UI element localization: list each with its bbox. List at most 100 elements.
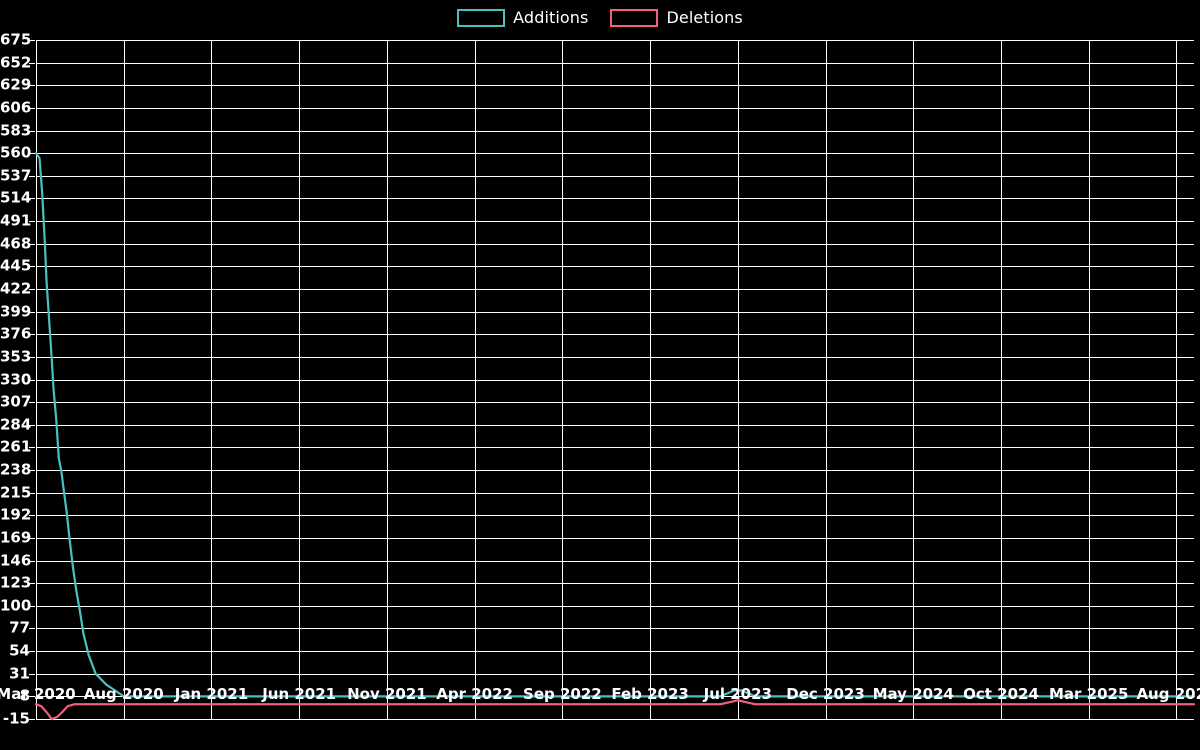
y-axis-tick-label: 560 [0, 143, 32, 162]
y-axis-tick-label: 606 [0, 98, 32, 117]
y-axis-tick-mark [29, 62, 35, 64]
y-axis-tick-label: 468 [0, 234, 32, 253]
y-axis-tick-mark [29, 243, 35, 245]
x-axis-tick-mark [913, 679, 915, 685]
y-axis-tick-mark [29, 537, 35, 539]
y-axis-tick-mark [29, 40, 35, 41]
x-axis-tick-label: Jan 2021 [174, 685, 249, 703]
y-axis-tick-mark [29, 311, 35, 313]
chart-legend: Additions Deletions [0, 0, 1200, 36]
y-axis-tick-label: 31 [9, 664, 30, 683]
x-axis-tick-label: Jul 2023 [703, 685, 772, 703]
x-axis-tick-label: Jun 2021 [262, 685, 337, 703]
y-axis-tick-mark [29, 288, 35, 290]
y-axis-tick-label: 123 [0, 573, 32, 592]
y-axis-tick-mark [29, 175, 35, 177]
y-axis-tick-label: 169 [0, 528, 32, 547]
plot-area [34, 39, 1196, 721]
legend-label-additions: Additions [513, 8, 589, 27]
x-axis-tick-mark [1001, 679, 1002, 685]
x-axis-tick-label: Aug 2020 [83, 685, 164, 703]
x-axis-tick-mark [825, 679, 827, 685]
x-axis-tick-label: May 2024 [872, 685, 954, 703]
y-axis-tick-mark [29, 153, 35, 155]
y-axis-tick-mark [29, 673, 35, 675]
y-axis-tick-label: 376 [0, 324, 32, 343]
x-axis-tick-label: Dec 2023 [786, 685, 865, 703]
y-axis-tick-mark [29, 130, 35, 132]
legend-label-deletions: Deletions [666, 8, 743, 27]
y-axis-tick-label: 307 [0, 392, 32, 411]
x-axis-tick-mark [1176, 679, 1178, 685]
series-line-deletions [34, 699, 1196, 721]
y-axis-tick-label: 353 [0, 347, 32, 366]
y-axis-tick-label: 284 [0, 415, 32, 434]
y-axis-tick-mark [29, 424, 35, 426]
y-axis-tick-mark [29, 628, 35, 630]
y-axis-tick-mark [29, 651, 35, 653]
x-axis-tick-mark [299, 679, 301, 685]
series-swatch-icon [610, 9, 659, 27]
y-axis-tick-mark [29, 447, 35, 449]
y-axis-tick-label: 514 [0, 188, 32, 207]
y-axis-tick-label: 445 [0, 256, 32, 275]
y-axis-tick-mark [29, 221, 35, 223]
y-axis-tick-label: 675 [0, 30, 32, 49]
y-axis-tick-mark [29, 266, 35, 268]
y-axis-tick-label: 422 [0, 279, 32, 298]
x-axis-tick-label: Mar 2025 [1049, 685, 1129, 703]
x-axis-tick-label: Mar 2020 [0, 685, 76, 703]
grid-layer [35, 39, 1194, 721]
y-axis-tick-mark [29, 356, 35, 358]
y-axis-tick-label: 146 [0, 551, 32, 570]
legend-item-additions[interactable]: Additions [457, 9, 588, 27]
x-axis-tick-mark [211, 679, 213, 685]
y-axis-tick-label: 652 [0, 53, 32, 72]
x-axis-tick-label: Oct 2024 [963, 685, 1039, 703]
y-axis-tick-label: 537 [0, 166, 32, 185]
y-axis-tick-mark [29, 696, 35, 698]
x-axis-tick-mark [1088, 679, 1090, 685]
y-axis-tick-label: 8 [19, 686, 30, 705]
x-axis-tick-mark [562, 679, 564, 685]
x-axis-tick-mark [36, 679, 37, 685]
y-axis-tick-label: 330 [0, 370, 32, 388]
series-line-additions [34, 152, 1196, 698]
x-axis-tick-mark [474, 679, 476, 685]
x-axis-tick-label: Aug 2025 [1136, 685, 1200, 703]
x-axis-tick-label: Nov 2021 [347, 685, 427, 703]
y-axis-tick-label: 54 [9, 641, 30, 660]
y-axis-tick-label: 215 [0, 483, 32, 502]
y-axis-tick-mark [29, 605, 35, 607]
y-axis-tick-mark [29, 402, 35, 404]
y-axis-tick-label: 238 [0, 460, 32, 479]
x-axis-tick-mark [386, 679, 388, 685]
y-axis-tick-mark [29, 85, 35, 87]
y-axis-tick-mark [29, 107, 35, 109]
y-axis-tick-label: 100 [0, 596, 32, 615]
y-axis-tick-mark [29, 492, 35, 494]
series-layer [34, 152, 1196, 721]
y-axis-tick-label: 583 [0, 121, 32, 140]
y-axis-tick-label: 491 [0, 211, 32, 230]
x-axis-tick-label: Feb 2023 [611, 685, 689, 703]
y-axis-tick-mark [29, 515, 35, 517]
y-axis-tick-label: 261 [0, 437, 32, 456]
y-axis-tick-mark [29, 198, 35, 200]
x-axis-tick-mark [123, 679, 125, 685]
y-axis-tick-mark [29, 583, 35, 585]
y-axis-tick-mark [29, 470, 35, 472]
y-axis-tick-label: 399 [0, 302, 32, 321]
y-axis-tick-mark [29, 719, 35, 720]
x-axis-tick-mark [737, 679, 739, 685]
y-axis-tick-label: -15 [2, 709, 30, 728]
x-axis-tick-label: Sep 2022 [523, 685, 602, 703]
y-axis-tick-mark [29, 379, 35, 381]
series-swatch-icon [457, 9, 506, 27]
y-axis-tick-mark [29, 560, 35, 562]
y-axis-tick-mark [29, 334, 35, 336]
y-axis-tick-label: 77 [9, 618, 30, 637]
y-axis-tick-label: 192 [0, 505, 32, 524]
legend-item-deletions[interactable]: Deletions [610, 8, 743, 27]
